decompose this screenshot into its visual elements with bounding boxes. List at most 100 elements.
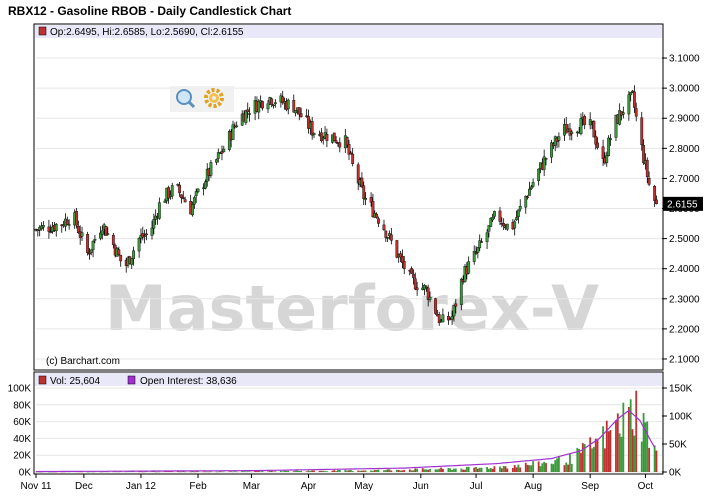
candle-body-down bbox=[653, 186, 657, 201]
watermark: Masterforex-V bbox=[105, 272, 599, 345]
price-tick-label: 2.4000 bbox=[669, 264, 700, 275]
volume-bar bbox=[322, 470, 325, 472]
candle bbox=[356, 162, 360, 191]
candle-body-down bbox=[434, 298, 437, 314]
volume-bar bbox=[182, 471, 185, 472]
volume-bar bbox=[298, 471, 301, 472]
volume-bar bbox=[524, 462, 527, 472]
candle-body-down bbox=[180, 194, 183, 199]
volume-bar bbox=[318, 470, 321, 472]
candle bbox=[647, 171, 651, 187]
volume-bar bbox=[604, 448, 606, 472]
candle-body-up bbox=[273, 102, 277, 104]
volume-bar bbox=[267, 471, 269, 472]
candle-body-up bbox=[203, 181, 207, 189]
volume-bar bbox=[257, 470, 260, 472]
last-price-box bbox=[663, 196, 703, 211]
candle bbox=[137, 237, 141, 258]
volume-bar bbox=[460, 468, 463, 472]
candle-body-up bbox=[176, 183, 180, 186]
volume-bar bbox=[513, 465, 516, 472]
x-tick-label: Oct bbox=[638, 481, 654, 492]
candle bbox=[529, 185, 533, 191]
volume-bar bbox=[167, 471, 170, 473]
candle-body-up bbox=[209, 162, 213, 176]
volume-bar bbox=[596, 439, 599, 472]
volume-bar bbox=[333, 470, 336, 472]
candle bbox=[332, 132, 336, 142]
volume-bar bbox=[552, 464, 555, 472]
candle bbox=[54, 222, 58, 237]
volume-bar bbox=[324, 471, 326, 472]
gear-icon[interactable] bbox=[204, 88, 224, 108]
candle-body-down bbox=[377, 218, 380, 224]
price-tick-label: 3.1000 bbox=[669, 54, 700, 65]
candle-body-up bbox=[621, 112, 625, 115]
candle bbox=[441, 308, 445, 323]
candle bbox=[474, 246, 478, 255]
volume-bar bbox=[567, 464, 569, 472]
volume-bar bbox=[197, 471, 199, 472]
volume-bar bbox=[92, 471, 94, 473]
volume-bar bbox=[180, 471, 183, 473]
candle bbox=[231, 120, 235, 141]
volume-bar bbox=[609, 430, 612, 472]
candle bbox=[91, 240, 95, 258]
candle-body-up bbox=[542, 156, 546, 170]
candle bbox=[614, 114, 618, 141]
candle-body-down bbox=[178, 184, 182, 194]
candle bbox=[386, 236, 390, 243]
volume-y-axis-left: 0K 20K 40K 60K 80K 100K bbox=[8, 384, 32, 479]
volume-bar bbox=[176, 471, 179, 472]
volume-bar bbox=[545, 463, 547, 472]
price-tick-label: 2.3000 bbox=[669, 294, 700, 305]
volume-bar bbox=[541, 463, 544, 472]
volume-bar bbox=[230, 471, 233, 472]
volume-bar bbox=[202, 471, 205, 473]
volume-bar bbox=[210, 471, 212, 473]
volume-bar bbox=[416, 468, 419, 472]
candle bbox=[216, 148, 220, 163]
volume-bar bbox=[592, 446, 595, 472]
candle-body-up bbox=[54, 223, 58, 232]
candle bbox=[141, 226, 145, 241]
volume-bar bbox=[427, 469, 430, 472]
candle-body-up bbox=[487, 225, 491, 232]
candle-body-up bbox=[629, 91, 633, 96]
volume-bar bbox=[232, 471, 234, 473]
volume-bar bbox=[307, 470, 310, 472]
candle bbox=[86, 231, 89, 256]
magnifier-icon[interactable] bbox=[176, 89, 196, 109]
volume-bar bbox=[506, 468, 509, 472]
open-interest-legend: Open Interest: 38,636 bbox=[140, 376, 237, 387]
candle bbox=[645, 157, 649, 184]
candle bbox=[89, 249, 93, 256]
volume-bar bbox=[241, 471, 244, 472]
volume-bar bbox=[206, 471, 209, 473]
volume-bar bbox=[35, 471, 37, 473]
volume-legend-swatch bbox=[38, 375, 47, 385]
volume-bar bbox=[112, 471, 115, 473]
volume-bar bbox=[383, 470, 385, 472]
volume-bar bbox=[640, 441, 643, 472]
candle bbox=[478, 234, 482, 252]
volume-bar bbox=[633, 435, 636, 472]
candle-body-down bbox=[104, 226, 108, 236]
candle bbox=[467, 256, 471, 275]
candle-body-up bbox=[609, 138, 612, 140]
candle bbox=[450, 310, 454, 325]
candle bbox=[209, 159, 213, 178]
volume-bar bbox=[467, 466, 470, 472]
candle bbox=[410, 266, 413, 274]
volume-bar bbox=[246, 471, 249, 473]
candle-body-up bbox=[450, 316, 454, 320]
candle-body-up bbox=[257, 101, 261, 113]
volume-right-tick-label: 150K bbox=[669, 384, 693, 395]
candle bbox=[235, 121, 239, 128]
volume-bar bbox=[500, 468, 503, 472]
candle-body-up bbox=[89, 249, 93, 253]
x-tick-label: Nov 11 bbox=[21, 481, 52, 492]
candle-body-up bbox=[607, 137, 611, 156]
candle-body-down bbox=[119, 254, 123, 262]
